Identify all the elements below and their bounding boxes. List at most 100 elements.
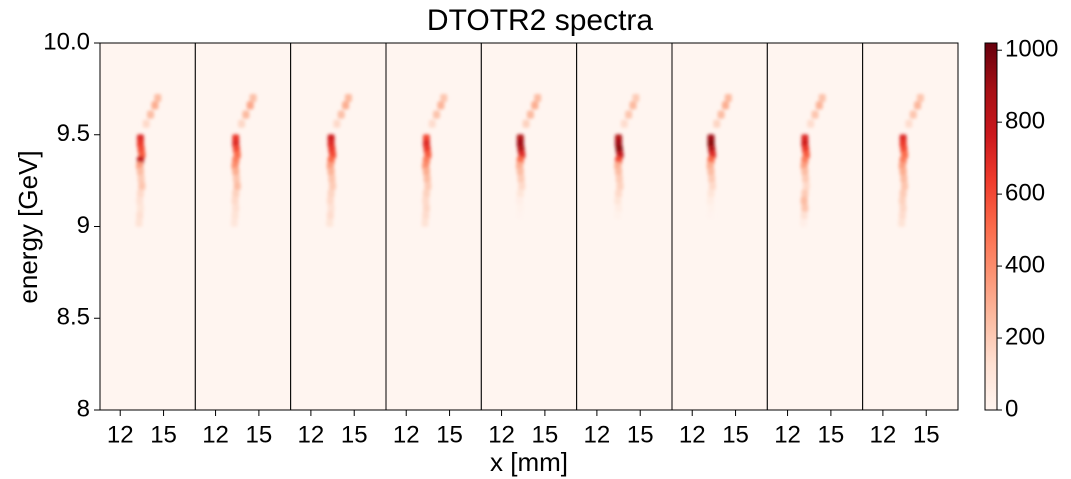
colorbar-tick-label: 200 bbox=[1005, 323, 1045, 350]
heatmap-cell bbox=[422, 211, 430, 220]
panel-background bbox=[100, 43, 196, 410]
heatmap-cell bbox=[516, 204, 524, 213]
heatmap-cell bbox=[898, 196, 906, 205]
heatmap-cell bbox=[516, 211, 524, 220]
heatmap-cell bbox=[437, 101, 445, 110]
heatmap-cell bbox=[422, 204, 430, 213]
heatmap-cell bbox=[516, 189, 524, 198]
heatmap-cell bbox=[518, 182, 526, 191]
heatmap-cell bbox=[138, 182, 146, 191]
colorbar-tick-label: 800 bbox=[1005, 108, 1045, 135]
x-tick-label: 15 bbox=[627, 421, 654, 448]
heatmap-cell bbox=[534, 94, 542, 103]
x-tick-label: 15 bbox=[150, 421, 177, 448]
heatmap-cell bbox=[231, 196, 239, 205]
heatmap-cell bbox=[249, 94, 257, 103]
heatmap-cell bbox=[801, 189, 809, 198]
heatmap-cell bbox=[327, 204, 335, 213]
heatmap-cell bbox=[724, 94, 732, 103]
panel-background bbox=[386, 43, 482, 410]
heatmap-cell bbox=[801, 167, 809, 176]
x-tick-label: 15 bbox=[436, 421, 463, 448]
heatmap-cell bbox=[344, 94, 352, 103]
heatmap-cell bbox=[151, 101, 159, 110]
x-tick-label: 15 bbox=[532, 421, 559, 448]
y-tick-label: 8.5 bbox=[57, 304, 90, 331]
heatmap-cell bbox=[706, 211, 714, 220]
heatmap-cell bbox=[233, 174, 240, 183]
heatmap-cell bbox=[815, 101, 823, 110]
heatmap-cell bbox=[899, 167, 907, 176]
heatmap-cells bbox=[898, 94, 924, 227]
x-tick-label: 15 bbox=[913, 421, 940, 448]
heatmap-cell bbox=[615, 167, 623, 176]
heatmap-cell bbox=[326, 211, 334, 220]
heatmap-cell bbox=[433, 110, 441, 119]
colorbar-tick-label: 0 bbox=[1005, 395, 1018, 422]
heatmap-cell bbox=[333, 119, 341, 128]
heatmap-cell bbox=[801, 204, 809, 213]
heatmap-cell bbox=[440, 94, 448, 103]
heatmap-cell bbox=[625, 110, 633, 119]
heatmap-cell bbox=[614, 196, 622, 205]
x-tick-label: 12 bbox=[107, 421, 134, 448]
heatmap-cell bbox=[531, 101, 539, 110]
heatmap-cell bbox=[811, 110, 819, 119]
heatmap-cell bbox=[818, 94, 826, 103]
panel-frame bbox=[862, 42, 959, 411]
heatmap-cell bbox=[232, 204, 240, 213]
colorbar-tick-label: 600 bbox=[1005, 179, 1045, 206]
heatmap-cell bbox=[802, 182, 810, 191]
heatmap-cell bbox=[516, 196, 524, 205]
heatmap-cell bbox=[707, 204, 715, 213]
heatmap-cell bbox=[899, 204, 907, 213]
heatmap-cell bbox=[901, 182, 909, 191]
heatmap-cell bbox=[914, 101, 922, 110]
heatmap-cells bbox=[326, 94, 352, 227]
heatmap-cell bbox=[342, 101, 350, 110]
heatmap-cell bbox=[233, 182, 241, 191]
heatmap-cell bbox=[136, 204, 144, 213]
heatmap-cell bbox=[632, 94, 640, 103]
panel-background bbox=[576, 43, 672, 410]
heatmap-cell bbox=[515, 218, 523, 227]
heatmap-cell bbox=[423, 174, 431, 183]
y-tick-label: 9.5 bbox=[57, 120, 90, 147]
heatmap-cell bbox=[713, 119, 721, 128]
heatmap-cell bbox=[137, 174, 145, 183]
heatmap-cell bbox=[327, 167, 335, 176]
heatmap-cell bbox=[242, 110, 250, 119]
heatmap-cell bbox=[526, 110, 534, 119]
chart-title: DTOTR2 spectra bbox=[427, 4, 653, 37]
x-tick-label: 12 bbox=[298, 421, 325, 448]
heatmap-cell bbox=[422, 196, 430, 205]
heatmap-cells bbox=[515, 94, 542, 227]
panel-background bbox=[195, 43, 291, 410]
y-tick-label: 10.0 bbox=[43, 28, 90, 55]
x-tick-label: 12 bbox=[679, 421, 706, 448]
x-tick-label: 15 bbox=[341, 421, 368, 448]
heatmap-cell bbox=[916, 94, 924, 103]
y-axis-label: energy [GeV] bbox=[13, 150, 43, 303]
x-tick-label: 12 bbox=[488, 421, 515, 448]
heatmap-cells bbox=[421, 94, 448, 227]
heatmap-cells bbox=[135, 94, 162, 227]
x-tick-label: 12 bbox=[202, 421, 229, 448]
heatmap-cell bbox=[899, 189, 907, 198]
heatmap-cell bbox=[136, 196, 144, 205]
heatmap-cells bbox=[613, 94, 640, 227]
heatmap-cell bbox=[800, 211, 808, 220]
colorbar-tick-label: 400 bbox=[1005, 251, 1045, 278]
heatmap-cell bbox=[326, 196, 334, 205]
x-tick-label: 15 bbox=[818, 421, 845, 448]
heatmap-cell bbox=[136, 189, 144, 198]
heatmap-cell bbox=[328, 174, 336, 183]
heatmap-cell bbox=[807, 119, 815, 128]
heatmap-cell bbox=[246, 101, 254, 110]
y-tick-label: 9 bbox=[77, 212, 90, 239]
panel-background bbox=[290, 43, 386, 410]
heatmap-cell bbox=[707, 167, 715, 176]
heatmap-cell bbox=[898, 218, 906, 227]
heatmap-cell bbox=[717, 110, 725, 119]
